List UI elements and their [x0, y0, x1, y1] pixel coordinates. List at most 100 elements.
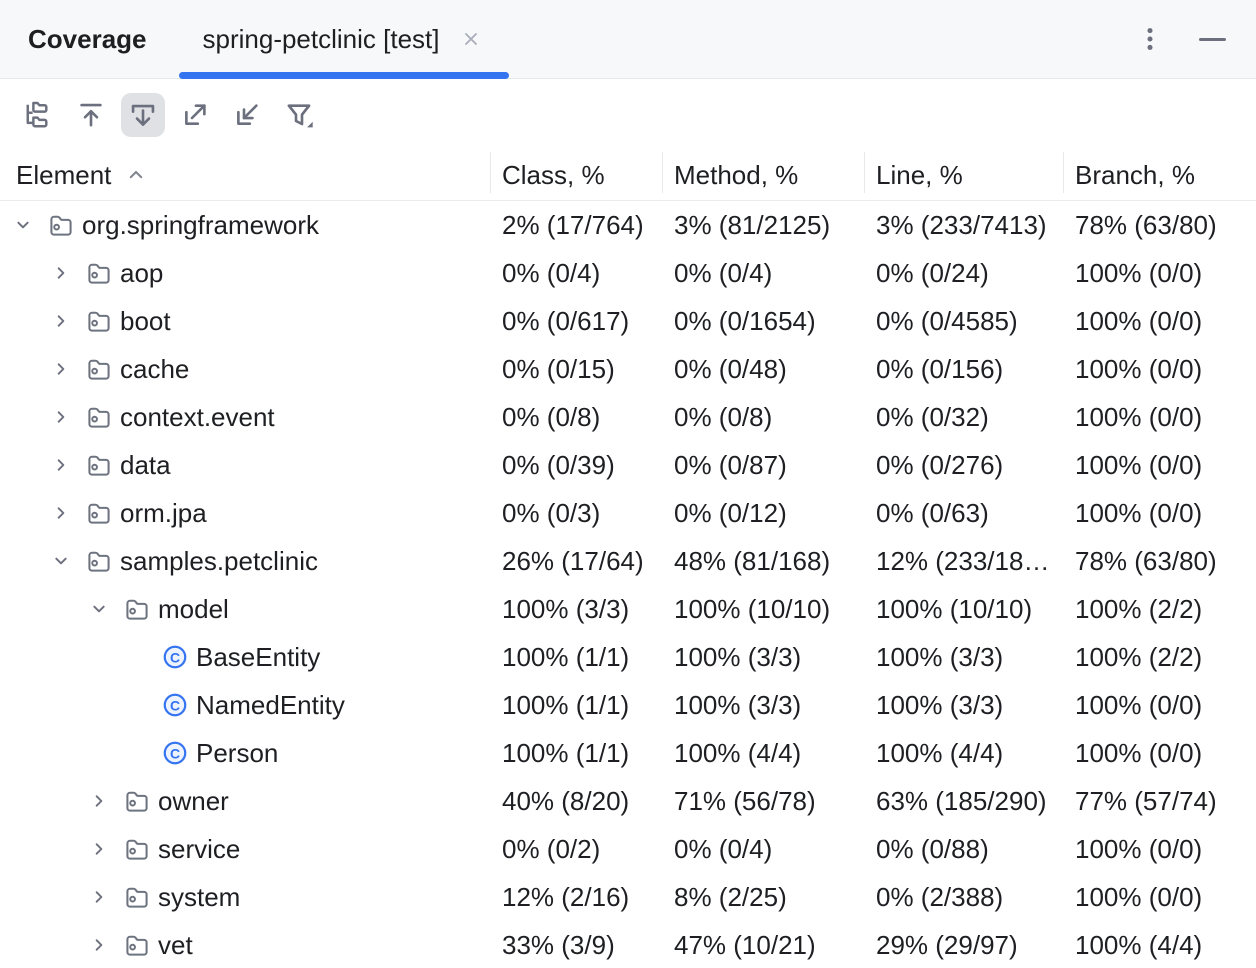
tree-indent	[0, 945, 86, 946]
options-menu-button[interactable]	[1132, 21, 1168, 57]
tree-toggle[interactable]	[48, 406, 86, 428]
export-report-button[interactable]	[173, 93, 217, 137]
row-type-icon: C	[124, 788, 150, 814]
element-label: aop	[120, 257, 164, 288]
row-type-icon: C	[162, 644, 188, 670]
tree-row[interactable]: C orm.jpa 0% (0/3) 0% (0/12) 0% (0/63) 1…	[0, 489, 1256, 537]
branch-coverage-cell: 78% (63/80)	[1075, 545, 1217, 576]
chevron-right-icon	[95, 891, 103, 903]
line-coverage-cell: 0% (0/156)	[876, 353, 1004, 384]
funnel-dropdown-icon	[287, 103, 313, 127]
class-coverage-cell: 0% (0/4)	[502, 257, 601, 288]
minimize-icon	[1198, 37, 1226, 41]
tree-toggle[interactable]	[48, 550, 86, 572]
element-label: Person	[196, 737, 279, 768]
tree-row[interactable]: C service 0% (0/2) 0% (0/4) 0% (0/88) 10…	[0, 825, 1256, 873]
line-coverage-cell: 29% (29/97)	[876, 929, 1018, 960]
tree-row[interactable]: C data 0% (0/39) 0% (0/87) 0% (0/276) 10…	[0, 441, 1256, 489]
tree-row[interactable]: C cache 0% (0/15) 0% (0/48) 0% (0/156) 1…	[0, 345, 1256, 393]
package-icon	[50, 215, 72, 236]
tree-row[interactable]: C aop 0% (0/4) 0% (0/4) 0% (0/24) 100% (…	[0, 249, 1256, 297]
element-cell: C context.event	[0, 402, 490, 433]
import-report-button[interactable]	[225, 93, 269, 137]
tree-row[interactable]: C context.event 0% (0/8) 0% (0/8) 0% (0/…	[0, 393, 1256, 441]
tree-row[interactable]: C vet 33% (3/9) 47% (10/21) 29% (29/97) …	[0, 921, 1256, 968]
tree-toggle[interactable]	[86, 838, 124, 860]
package-icon	[88, 359, 110, 380]
column-header-class[interactable]: Class, %	[490, 150, 662, 200]
tree-row[interactable]: C Person 100% (1/1) 100% (4/4) 100% (4/4…	[0, 729, 1256, 777]
package-icon	[126, 839, 148, 860]
element-cell: C model	[0, 594, 490, 625]
element-cell: C org.springframework	[0, 210, 490, 241]
tree-toggle[interactable]	[48, 262, 86, 284]
coverage-tree: C org.springframework 2% (17/764) 3% (81…	[0, 201, 1256, 968]
tree-toggle[interactable]	[86, 598, 124, 620]
tree-row[interactable]: C model 100% (3/3) 100% (10/10) 100% (10…	[0, 585, 1256, 633]
tree-toggle[interactable]	[86, 934, 124, 956]
line-coverage-cell: 0% (2/388)	[876, 881, 1004, 912]
branch-coverage-cell: 100% (2/2)	[1075, 641, 1203, 672]
tree-toggle[interactable]	[86, 790, 124, 812]
element-label: vet	[158, 929, 193, 960]
close-icon[interactable]	[459, 27, 483, 51]
line-coverage-cell: 0% (0/276)	[876, 449, 1004, 480]
tree-indent	[0, 321, 48, 322]
export-arrow-icon	[185, 103, 206, 125]
branch-coverage-cell: 100% (0/0)	[1075, 737, 1203, 768]
line-coverage-cell: 0% (0/88)	[876, 833, 989, 864]
table-header: Element Class, % Method, % Line, % Branc…	[0, 150, 1256, 201]
active-tab-underline	[178, 72, 510, 79]
package-icon	[88, 551, 110, 572]
navigate-up-button[interactable]	[69, 93, 113, 137]
element-cell: C service	[0, 834, 490, 865]
tree-row[interactable]: C boot 0% (0/617) 0% (0/1654) 0% (0/4585…	[0, 297, 1256, 345]
column-header-element[interactable]: Element	[0, 150, 490, 200]
tree-row[interactable]: C org.springframework 2% (17/764) 3% (81…	[0, 201, 1256, 249]
element-label: cache	[120, 353, 190, 384]
filter-button[interactable]	[277, 93, 321, 137]
tree-row[interactable]: C BaseEntity 100% (1/1) 100% (3/3) 100% …	[0, 633, 1256, 681]
tree-toggle[interactable]	[48, 454, 86, 476]
chevron-right-icon	[95, 843, 103, 855]
coverage-suite-tab[interactable]: spring-petclinic [test]	[178, 0, 510, 79]
row-type-icon: C	[86, 452, 112, 478]
row-type-icon: C	[86, 356, 112, 382]
tree-row[interactable]: C samples.petclinic 26% (17/64) 48% (81/…	[0, 537, 1256, 585]
element-cell: C samples.petclinic	[0, 546, 490, 577]
tree-toggle[interactable]	[86, 886, 124, 908]
tree-indent	[0, 801, 86, 802]
method-coverage-cell: 0% (0/48)	[674, 353, 787, 384]
row-type-icon: C	[86, 308, 112, 334]
navigate-down-button[interactable]	[121, 92, 165, 137]
method-coverage-cell: 100% (4/4)	[674, 737, 802, 768]
chevron-right-icon	[57, 459, 65, 471]
column-header-method[interactable]: Method, %	[662, 150, 864, 200]
class-coverage-cell: 26% (17/64)	[502, 545, 644, 576]
tree-indent	[0, 753, 124, 754]
tree-toggle[interactable]	[48, 358, 86, 380]
tree-row[interactable]: C NamedEntity 100% (1/1) 100% (3/3) 100%…	[0, 681, 1256, 729]
column-header-label: Line, %	[876, 159, 963, 190]
tree-indent	[0, 609, 86, 610]
row-type-icon: C	[86, 548, 112, 574]
branch-coverage-cell: 100% (0/0)	[1075, 401, 1203, 432]
group-by-packages-icon	[26, 101, 48, 127]
tree-row[interactable]: C owner 40% (8/20) 71% (56/78) 63% (185/…	[0, 777, 1256, 825]
line-coverage-cell: 0% (0/32)	[876, 401, 989, 432]
tree-indent	[0, 225, 10, 226]
coverage-toolbar	[0, 79, 1256, 150]
arrow-up-to-bar-icon	[80, 103, 102, 126]
tree-toggle[interactable]	[48, 502, 86, 524]
tree-row[interactable]: C system 12% (2/16) 8% (2/25) 0% (2/388)…	[0, 873, 1256, 921]
column-header-branch[interactable]: Branch, %	[1063, 150, 1256, 200]
group-by-button[interactable]	[17, 93, 61, 137]
tree-toggle[interactable]	[48, 310, 86, 332]
class-coverage-cell: 40% (8/20)	[502, 785, 630, 816]
element-cell: C orm.jpa	[0, 498, 490, 529]
tree-toggle[interactable]	[10, 214, 48, 236]
method-coverage-cell: 48% (81/168)	[674, 545, 831, 576]
hide-tool-window-button[interactable]	[1194, 21, 1230, 57]
package-icon	[88, 263, 110, 284]
column-header-line[interactable]: Line, %	[864, 150, 1063, 200]
